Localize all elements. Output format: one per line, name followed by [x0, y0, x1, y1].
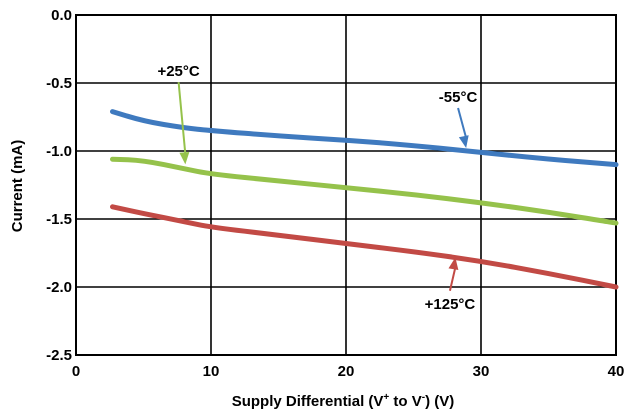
annotation-label-25c: +25°C	[157, 63, 199, 80]
y-axis-label: Current (mA)	[9, 140, 26, 233]
series-annotations: +25°C -55°C +125°C	[157, 63, 477, 313]
x-axis-label-part: ) (V)	[425, 393, 454, 410]
series-lines	[110, 109, 619, 290]
annotation-label-125c: +125°C	[425, 296, 476, 313]
x-tick-label: 40	[608, 363, 625, 380]
plot-frame	[75, 14, 617, 356]
x-axis-label-part: to V	[389, 393, 422, 410]
x-tick-label: 30	[473, 363, 490, 380]
annotation-arrow-shaft-55c	[457, 107, 468, 139]
annotation-arrow-head-25c	[179, 151, 190, 165]
y-tick-label: -1.5	[46, 211, 72, 228]
annotation-arrow-head-55c	[458, 135, 469, 148]
y-tick-label: -1.0	[46, 143, 72, 160]
x-axis-label-superscript-minus: -	[422, 392, 425, 403]
y-tick-label: -2.0	[46, 279, 72, 296]
series-line-55c	[110, 109, 619, 168]
x-tick-label: 20	[338, 363, 355, 380]
x-tick-label: 10	[203, 363, 220, 380]
y-tick-label: -2.5	[46, 347, 72, 364]
x-axis-label-part: Supply Differential (V	[232, 393, 384, 410]
x-axis-label: Supply Differential (V+ to V-) (V)	[232, 392, 455, 410]
x-tick-label: 0	[72, 363, 80, 380]
series-line-25c	[110, 156, 619, 226]
annotation-arrow-shaft-25c	[177, 82, 187, 155]
tick-labels: 0 10 20 30 40 0.0 -0.5 -1.0 -1.5 -2.0 -2.5	[46, 7, 624, 380]
annotation-label-55c: -55°C	[439, 89, 478, 106]
x-axis-label-superscript-plus: +	[383, 392, 389, 403]
annotation-arrow-head-125c	[448, 257, 459, 271]
y-tick-label: -0.5	[46, 75, 72, 92]
y-tick-label: 0.0	[51, 7, 72, 24]
annotation-arrow-shaft-125c	[448, 267, 457, 291]
series-line-125c	[110, 204, 619, 290]
